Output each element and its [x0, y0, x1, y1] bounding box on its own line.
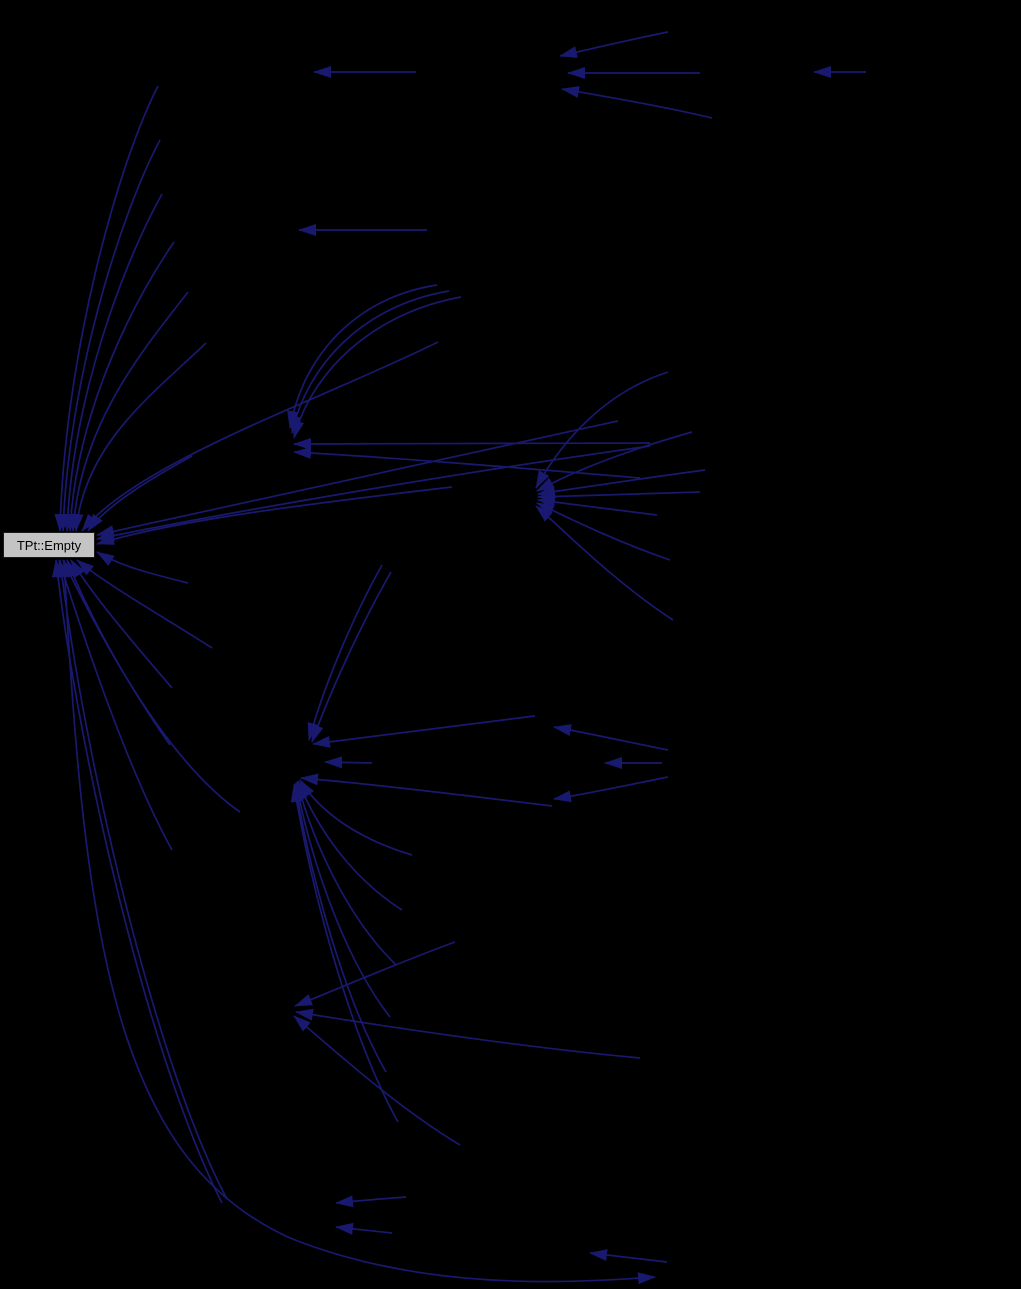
graph-edge: [293, 446, 641, 479]
graph-edge: [324, 756, 373, 769]
graph-edge: [62, 559, 241, 813]
node-tpt-empty: TPt::Empty: [3, 532, 95, 558]
graph-edge: [535, 371, 669, 489]
graph-edge: [335, 1195, 407, 1208]
graph-edge: [63, 559, 656, 1285]
graph-edge: [553, 776, 669, 803]
graph-edge: [300, 773, 553, 807]
graph-edge: [553, 724, 669, 751]
graph-edge: [96, 420, 619, 537]
graph-edge: [56, 559, 228, 1200]
graph-edge: [289, 290, 450, 434]
graph-edge: [54, 85, 159, 532]
graph-edge: [293, 1015, 461, 1146]
node-label: TPt::Empty: [16, 537, 82, 553]
graph-edge: [312, 715, 536, 748]
graph-edge: [68, 291, 189, 532]
graph-edge: [292, 296, 462, 439]
graph-edge: [61, 193, 163, 532]
graph-edge: [64, 241, 175, 532]
graph-edge: [291, 783, 387, 1073]
graph-edge: [290, 784, 399, 1123]
graph-edge: [287, 284, 438, 429]
graph-edge: [561, 86, 713, 119]
graph-edge: [96, 551, 189, 584]
graph-edge: [537, 490, 701, 503]
graph-edge: [51, 559, 223, 1204]
graph-edge: [87, 455, 193, 532]
graph-edge: [311, 571, 392, 743]
graph-edge: [295, 781, 397, 966]
graph-edge: [76, 559, 213, 649]
graph-edge: [71, 342, 207, 532]
graph-edge: [58, 559, 173, 851]
graph-edge: [81, 341, 439, 532]
graph-edge: [537, 496, 658, 516]
edge-layer: [51, 31, 866, 1285]
graph-edge: [294, 941, 456, 1007]
graph-edge: [335, 1222, 393, 1235]
graph-edge: [536, 431, 693, 492]
graph-edge: [299, 779, 413, 856]
graph-edge: [295, 1008, 641, 1059]
graph-edge: [559, 31, 669, 58]
graph-edge: [536, 502, 671, 561]
graph-edge: [66, 559, 171, 746]
graph-edge: [537, 469, 706, 498]
graph-edge: [307, 564, 383, 741]
graph-edge: [70, 559, 173, 689]
graph-edge: [589, 1249, 668, 1263]
graph-edge: [293, 437, 651, 450]
graph-edge: [57, 139, 161, 532]
graph-edge: [96, 445, 651, 542]
graph-edge: [293, 782, 391, 1018]
graph-edge: [96, 486, 453, 545]
graph-edge: [535, 505, 674, 621]
